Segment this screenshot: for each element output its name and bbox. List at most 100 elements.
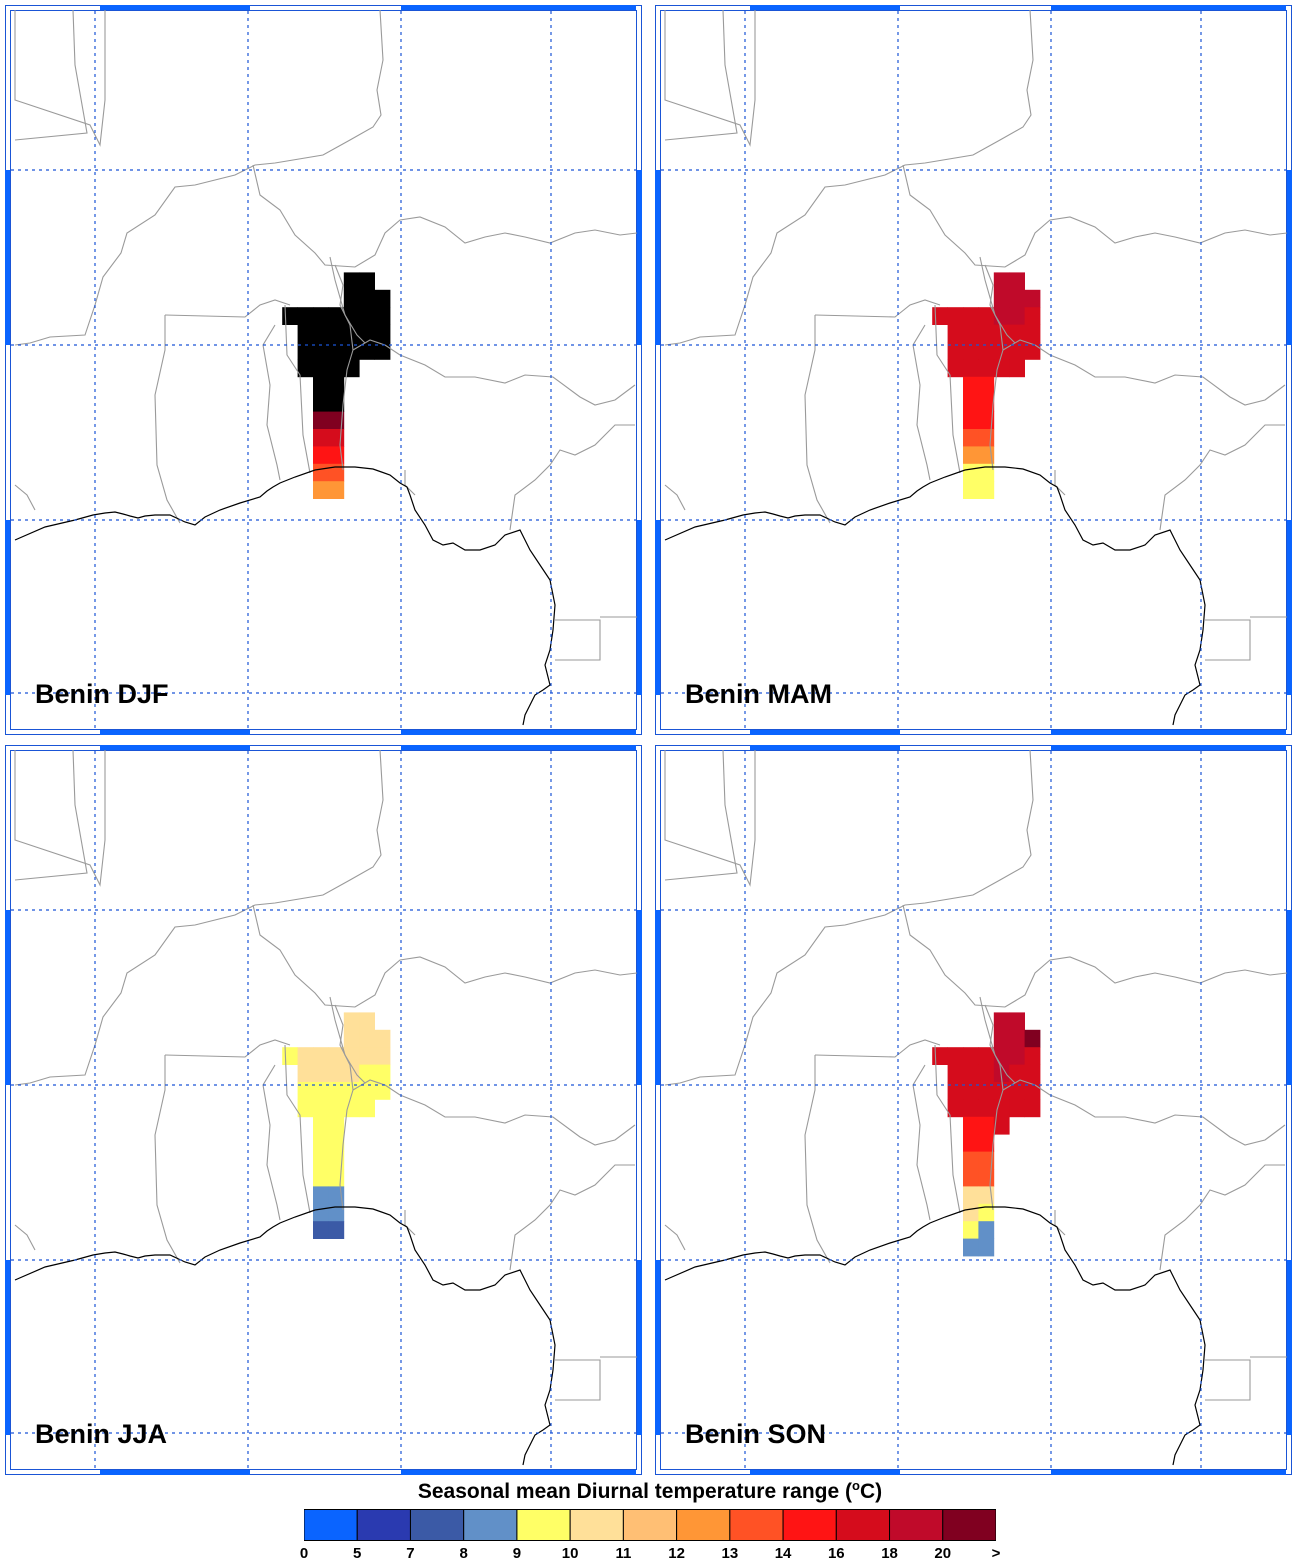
grid-cell: [297, 1047, 314, 1065]
grid-cell: [947, 1047, 964, 1065]
grid-cell: [963, 1082, 979, 1100]
colorbar-box: [729, 1509, 784, 1541]
grid-cell: [313, 1169, 329, 1187]
grid-cell: [359, 1029, 375, 1048]
grid-cell: [963, 411, 979, 430]
data-cells: [932, 272, 1041, 499]
grid-cell: [1009, 1082, 1025, 1100]
grid-cell: [343, 1082, 360, 1100]
grid-cell: [297, 307, 314, 325]
grid-cell: [359, 324, 375, 343]
grid-cell: [343, 1099, 360, 1118]
grid-cell: [978, 463, 995, 482]
map-svg: Benin SON: [655, 745, 1292, 1475]
grid-cell: [947, 307, 964, 325]
colorbar-box: [835, 1509, 891, 1541]
grid-cell: [328, 429, 345, 447]
grid-cell: [1024, 1047, 1041, 1065]
grid-cell: [328, 1099, 345, 1118]
grid-cell: [963, 376, 979, 395]
grid-cell: [313, 376, 329, 395]
grid-cell: [993, 324, 1010, 343]
legend-title: Seasonal mean Diurnal temperature range …: [417, 1478, 883, 1503]
grid-cell: [282, 1047, 298, 1065]
colorbar-tick-label: 14: [774, 1545, 792, 1562]
country-borders: [14, 749, 638, 1401]
colorbar-box: [569, 1509, 624, 1541]
grid-cell: [1024, 307, 1041, 325]
grid-cell: [978, 376, 995, 395]
grid-cell: [963, 1221, 979, 1239]
grid-cell: [978, 359, 995, 378]
grid-cell: [313, 1064, 329, 1083]
grid-cell: [328, 307, 345, 325]
colorbar-box: [782, 1509, 837, 1541]
grid-cell: [947, 324, 964, 343]
grid-cell: [313, 359, 329, 378]
panel-title: Benin MAM: [685, 679, 832, 709]
colorbar-tick-label: 9: [512, 1545, 522, 1562]
colorbar-tick-label: 5: [353, 1545, 362, 1562]
grid-cell: [963, 359, 979, 378]
grid-cell: [963, 463, 979, 482]
grid-cell: [328, 1134, 345, 1152]
grid-cell: [1024, 1064, 1041, 1083]
frame-ticks: [5, 745, 642, 1475]
grid-cell: [343, 359, 360, 378]
grid-cell: [328, 324, 345, 343]
colorbar-box: [516, 1509, 571, 1541]
grid-cell: [1009, 1029, 1025, 1048]
grid-cell: [947, 1064, 964, 1083]
grid-cell: [963, 1116, 979, 1135]
colorbar-tick-label: 8: [459, 1545, 468, 1562]
graticule: [661, 11, 1286, 729]
grid-cell: [297, 1099, 314, 1118]
grid-cell: [963, 1203, 979, 1222]
grid-cell: [963, 1064, 979, 1083]
grid-cell: [963, 1169, 979, 1187]
colorbar-tick-label: 10: [561, 1545, 579, 1562]
coastline: [14, 1206, 556, 1466]
colorbar-tick-label: 20: [934, 1545, 952, 1562]
grid-cell: [343, 324, 360, 343]
panel-title: Benin DJF: [35, 679, 169, 709]
grid-cell: [313, 342, 329, 360]
grid-cell: [978, 324, 995, 343]
grid-cell: [978, 307, 995, 325]
colorbar-box: [889, 1509, 944, 1541]
grid-cell: [297, 324, 314, 343]
coastline: [664, 1206, 1206, 1466]
grid-cell: [963, 1186, 979, 1205]
grid-cell: [328, 359, 345, 378]
grid-cell: [1009, 289, 1025, 308]
grid-cell: [313, 1082, 329, 1100]
grid-cell: [343, 1012, 360, 1031]
grid-cell: [359, 1082, 375, 1100]
grid-cell: [343, 272, 360, 291]
grid-cell: [359, 272, 375, 291]
grid-cell: [963, 481, 979, 499]
grid-cell: [313, 1203, 329, 1222]
grid-cell: [947, 1099, 964, 1118]
grid-cell: [313, 394, 329, 412]
grid-cell: [282, 307, 298, 325]
grid-cell: [993, 1099, 1010, 1118]
data-cells: [282, 272, 391, 499]
frame-ticks: [5, 5, 642, 735]
grid-cell: [313, 1047, 329, 1065]
grid-cell: [328, 1082, 345, 1100]
colorbar-box: [676, 1509, 731, 1541]
grid-cell: [978, 411, 995, 430]
grid-cell: [328, 411, 345, 430]
grid-cell: [1009, 1064, 1025, 1083]
grid-cell: [313, 1134, 329, 1152]
grid-cell: [993, 289, 1010, 308]
grid-cell: [374, 289, 391, 308]
grid-cell: [297, 342, 314, 360]
grid-cell: [297, 359, 314, 378]
colorbar-tick-label: 18: [881, 1545, 898, 1562]
grid-cell: [328, 463, 345, 482]
grid-cell: [328, 481, 345, 499]
colorbar-box: [304, 1509, 358, 1541]
grid-cell: [328, 394, 345, 412]
